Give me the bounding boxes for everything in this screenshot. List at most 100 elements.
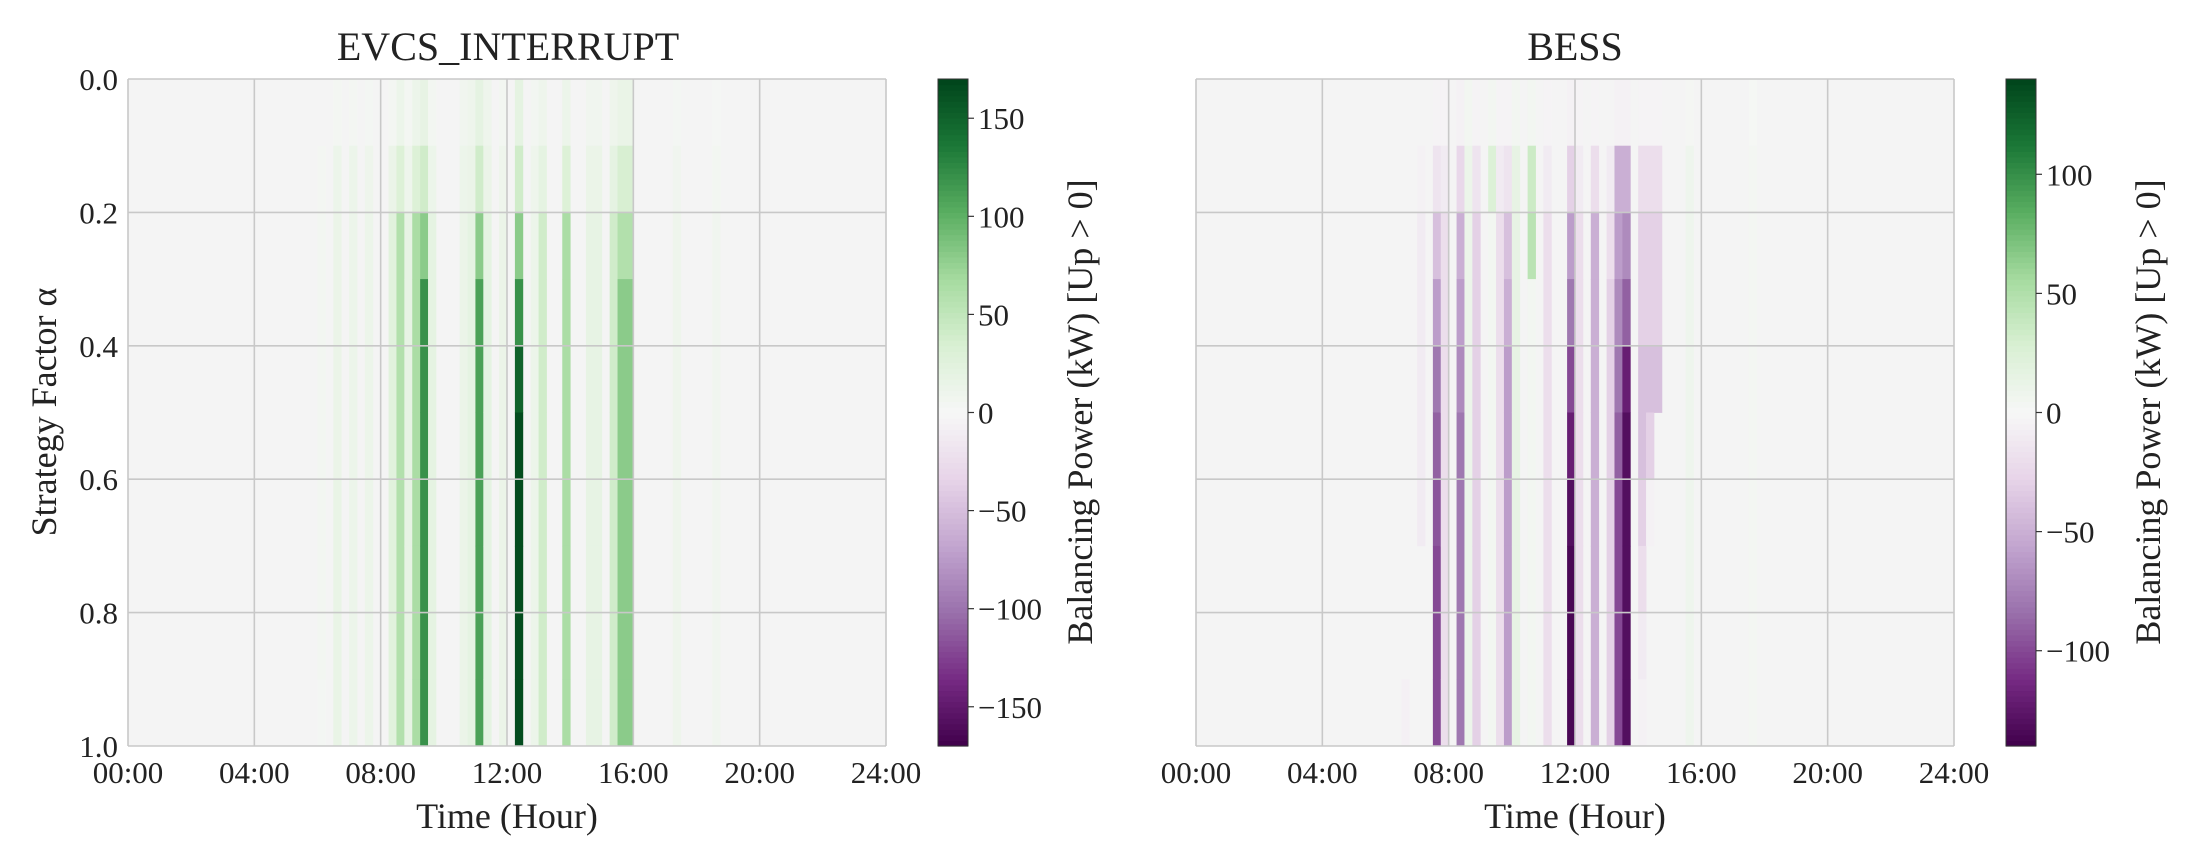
- colorbar-segment: [938, 412, 968, 419]
- colorbar-segment: [2006, 579, 2036, 586]
- heatmap-cell: [388, 79, 397, 147]
- heatmap-cell: [625, 279, 634, 347]
- heatmap-cell: [388, 545, 397, 613]
- heatmap-cell: [609, 345, 618, 413]
- colorbar-segment: [938, 284, 968, 291]
- heatmap-cell: [317, 345, 326, 413]
- heatmap-cell: [1496, 412, 1505, 480]
- colorbar-segment: [2006, 356, 2036, 364]
- heatmap-cell: [1503, 345, 1513, 413]
- heatmap-cell: [475, 279, 484, 347]
- heatmap-cell: [617, 345, 626, 413]
- heatmap-cell: [420, 279, 429, 347]
- colorbar-segment: [2006, 412, 2036, 419]
- colorbar-segment: [938, 201, 968, 208]
- heatmap-cell: [420, 79, 429, 147]
- heatmap-cell: [1543, 279, 1552, 347]
- heatmap-cell: [1543, 612, 1552, 680]
- heatmap-cell: [1606, 612, 1615, 680]
- heatmap-cell: [317, 545, 326, 613]
- heatmap-cell: [1511, 679, 1521, 747]
- colorbar-segment: [2006, 562, 2036, 569]
- colorbar-segment: [2006, 512, 2036, 519]
- heatmap-cell: [428, 479, 437, 547]
- heatmap-cell: [1567, 279, 1576, 347]
- heatmap-cell: [388, 479, 397, 547]
- colorbar-segment: [938, 340, 968, 347]
- heatmap-cell: [712, 279, 721, 347]
- heatmap-cell: [1575, 612, 1584, 680]
- colorbar-segment: [938, 151, 968, 158]
- heatmap-cell: [467, 212, 476, 280]
- colorbar-tick-label: 150: [978, 101, 1025, 136]
- heatmap-cell: [1614, 279, 1623, 347]
- heatmap-cell: [1456, 545, 1465, 613]
- heatmap-cell: [459, 545, 468, 613]
- heatmap-cell: [1432, 212, 1442, 280]
- colorbar-tick-label: −100: [978, 592, 1042, 627]
- heatmap-cell: [1401, 679, 1410, 747]
- heatmap-cell: [617, 145, 626, 213]
- heatmap-cell: [1440, 145, 1450, 213]
- y-tick-label: 0.4: [79, 329, 118, 364]
- heatmap-cell: [475, 212, 484, 280]
- heatmap-cell: [333, 145, 342, 213]
- heatmap-cell: [1503, 79, 1513, 147]
- heatmap-cell: [459, 79, 468, 147]
- heatmap-cell: [499, 79, 508, 147]
- colorbar-segment: [938, 306, 968, 314]
- heatmap-cell: [585, 345, 595, 413]
- colorbar-segment: [938, 117, 968, 125]
- colorbar-segment: [2006, 234, 2036, 241]
- heatmap-cell: [538, 412, 547, 480]
- heatmap-cell: [412, 545, 421, 613]
- heatmap-cell: [1590, 79, 1600, 147]
- heatmap-cell: [317, 145, 326, 213]
- colorbar-segment: [2006, 557, 2036, 564]
- heatmap-cell: [562, 279, 571, 347]
- heatmap-cell: [1575, 679, 1584, 747]
- colorbar-segment: [2006, 162, 2036, 169]
- heatmap-cell: [1567, 345, 1576, 413]
- heatmap-cell: [530, 412, 539, 480]
- colorbar-segment: [2006, 251, 2036, 258]
- heatmap-cell: [712, 345, 721, 413]
- heatmap-cell: [672, 545, 682, 613]
- heatmap-cell: [617, 279, 626, 347]
- colorbar-segment: [938, 418, 968, 425]
- heatmap-cell: [483, 345, 492, 413]
- colorbar-segment: [2006, 212, 2036, 219]
- heatmap-cell: [1575, 145, 1584, 213]
- heatmap-cell: [1590, 679, 1600, 747]
- colorbar-segment: [2006, 590, 2036, 597]
- heatmap-cell: [475, 612, 484, 680]
- heatmap-cell: [364, 79, 374, 147]
- heatmap-cell: [1646, 79, 1655, 147]
- colorbar-segment: [2006, 273, 2036, 280]
- heatmap-cell: [428, 145, 437, 213]
- heatmap-cell: [593, 412, 603, 480]
- colorbar-segment: [938, 229, 968, 236]
- heatmap-cell: [593, 479, 603, 547]
- heatmap-cell: [1567, 545, 1576, 613]
- heatmap-cell: [1511, 545, 1521, 613]
- heatmap-cell: [475, 145, 484, 213]
- colorbar-segment: [2006, 190, 2036, 197]
- heatmap-cell: [349, 345, 358, 413]
- heatmap-cell: [396, 679, 405, 747]
- colorbar-segment: [2006, 429, 2036, 436]
- colorbar-segment: [938, 323, 968, 330]
- colorbar-segment: [938, 162, 968, 169]
- colorbar-segment: [938, 501, 968, 508]
- heatmap-cell: [1527, 79, 1536, 147]
- heatmap-cell: [514, 279, 524, 347]
- colorbar-segment: [2006, 284, 2036, 291]
- heatmap-cell: [1432, 679, 1442, 747]
- heatmap-cell: [1543, 412, 1552, 480]
- heatmap-cell: [475, 412, 484, 480]
- colorbar-segment: [938, 212, 968, 219]
- colorbar-segment: [2006, 401, 2036, 408]
- heatmap-cell: [609, 412, 618, 480]
- heatmap-cell: [672, 479, 682, 547]
- heatmap-cell: [499, 279, 508, 347]
